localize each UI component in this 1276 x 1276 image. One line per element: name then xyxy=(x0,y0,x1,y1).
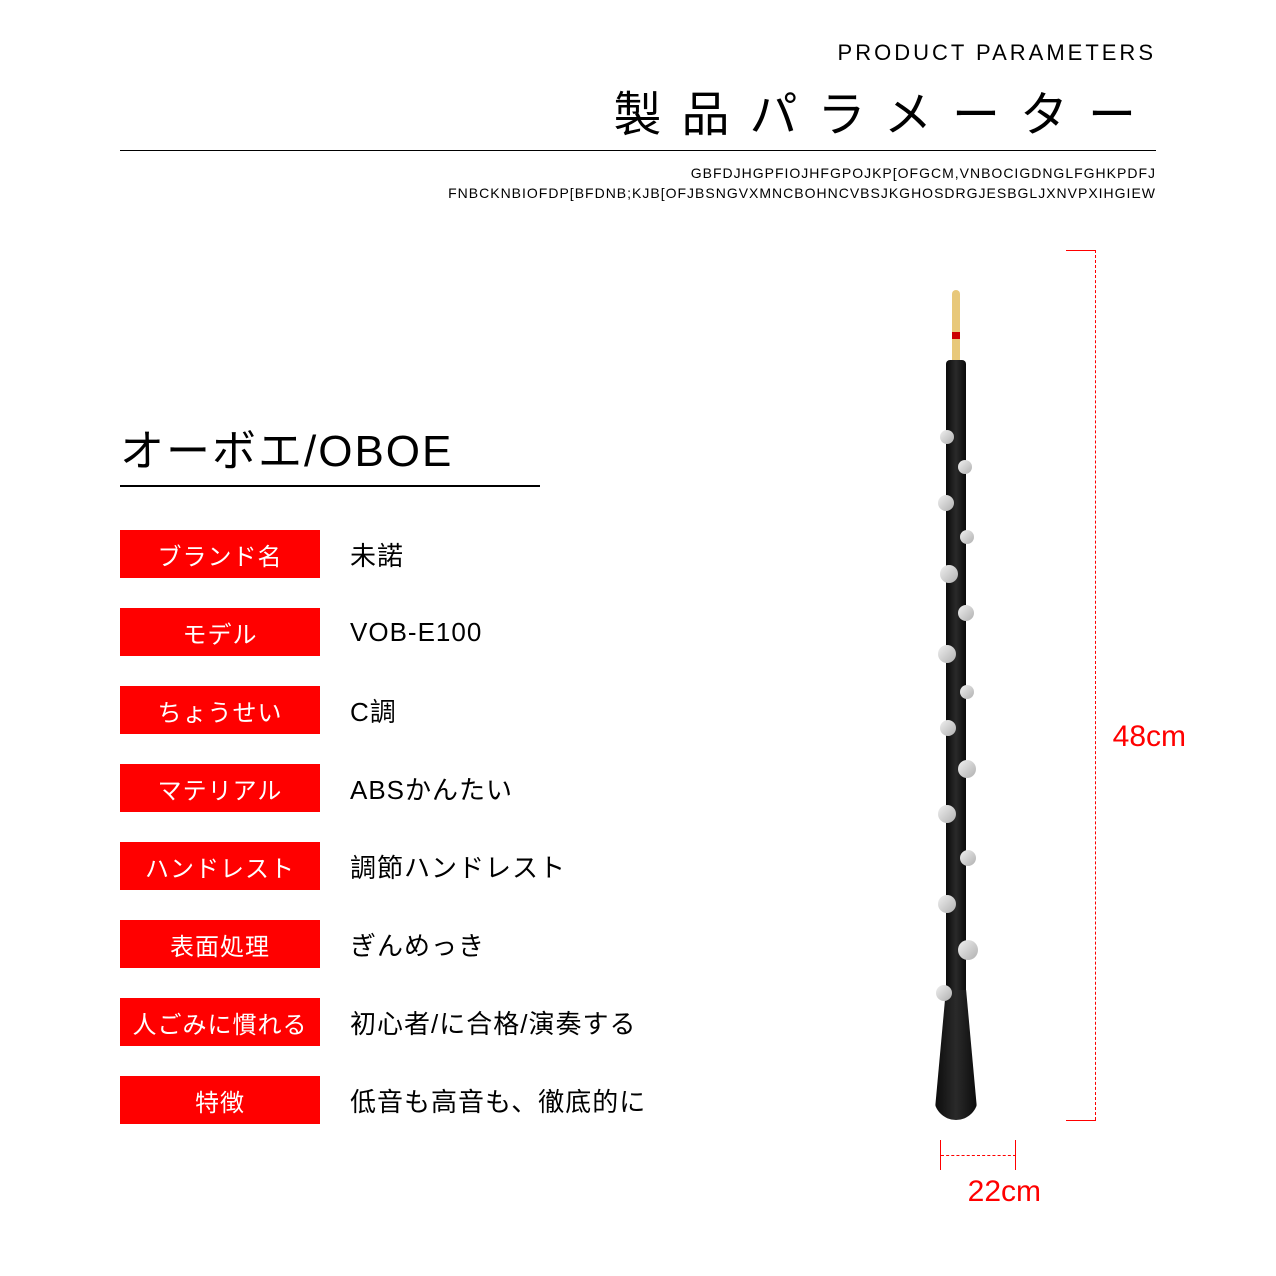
oboe-key xyxy=(960,685,974,699)
dim-height-top-cap xyxy=(1066,250,1096,251)
oboe-key xyxy=(938,895,956,913)
param-label: 表面処理 xyxy=(120,920,320,968)
product-image-oboe xyxy=(916,250,996,1120)
dim-width-text: 22cm xyxy=(968,1175,1041,1209)
header-random-text-1: GBFDJHGPFIOJHFGPOJKP[OFGCM,VNBOCIGDNGLFG… xyxy=(691,165,1156,181)
oboe-key xyxy=(940,565,958,583)
param-value: 初心者/に合格/演奏する xyxy=(350,1004,636,1041)
oboe-key xyxy=(958,605,974,621)
param-value: 調節ハンドレスト xyxy=(350,848,566,885)
header-divider xyxy=(120,150,1156,151)
oboe-bell xyxy=(934,990,978,1120)
param-label: マテリアル xyxy=(120,764,320,812)
param-label: 特徴 xyxy=(120,1076,320,1124)
oboe-reed xyxy=(952,290,960,360)
oboe-key xyxy=(960,850,976,866)
param-label: ブランド名 xyxy=(120,530,320,578)
product-title: オーボエ/OBOE xyxy=(120,415,453,479)
oboe-key xyxy=(958,460,972,474)
oboe-key xyxy=(938,495,954,511)
param-value: VOB-E100 xyxy=(350,617,482,648)
oboe-key xyxy=(940,430,954,444)
param-row: ブランド名未諾 xyxy=(120,530,646,578)
param-value: ABSかんたい xyxy=(350,770,513,807)
param-label: 人ごみに慣れる xyxy=(120,998,320,1046)
dim-width-line xyxy=(941,1155,1016,1156)
param-row: ハンドレスト調節ハンドレスト xyxy=(120,842,646,890)
header-english: PRODUCT PARAMETERS xyxy=(838,40,1156,66)
param-label: ちょうせい xyxy=(120,686,320,734)
oboe-key xyxy=(936,985,952,1001)
param-label: ハンドレスト xyxy=(120,842,320,890)
param-row: ちょうせい C調 xyxy=(120,686,646,734)
dim-height-bottom-cap xyxy=(1066,1120,1096,1121)
oboe-key xyxy=(940,720,956,736)
oboe-key xyxy=(960,530,974,544)
param-label: モデル xyxy=(120,608,320,656)
parameters-table: ブランド名未諾モデルVOB-E100ちょうせいC調マテリアルABSかんたいハンド… xyxy=(120,530,646,1154)
title-divider xyxy=(120,485,540,487)
oboe-key xyxy=(958,760,976,778)
header-japanese: 製品パラメーター xyxy=(613,75,1156,145)
param-row: 人ごみに慣れる初心者/に合格/演奏する xyxy=(120,998,646,1046)
dim-width-right-cap xyxy=(1015,1140,1016,1170)
param-value: C調 xyxy=(350,692,397,729)
dim-height-line xyxy=(1095,250,1096,1120)
param-row: 表面処理ぎんめっき xyxy=(120,920,646,968)
param-row: モデル VOB-E100 xyxy=(120,608,646,656)
param-value: 低音も高音も、徹底的に xyxy=(350,1082,646,1119)
oboe-key xyxy=(938,645,956,663)
dim-height-text: 48cm xyxy=(1113,720,1186,754)
param-row: 特徴低音も高音も、徹底的に xyxy=(120,1076,646,1124)
param-value: 未諾 xyxy=(350,536,404,573)
header-random-text-2: FNBCKNBIOFDP[BFDNB;KJB[OFJBSNGVXMNCBOHNC… xyxy=(448,185,1156,201)
param-row: マテリアル ABSかんたい xyxy=(120,764,646,812)
oboe-key xyxy=(938,805,956,823)
param-value: ぎんめっき xyxy=(350,926,485,963)
oboe-key xyxy=(958,940,978,960)
